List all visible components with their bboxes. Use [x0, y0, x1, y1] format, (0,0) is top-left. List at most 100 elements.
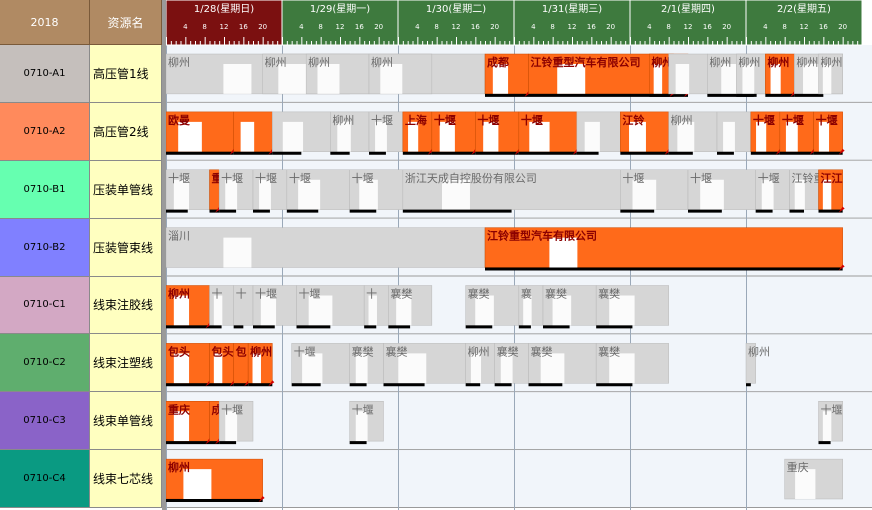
- resource-code-cell[interactable]: 0710-C2: [0, 334, 90, 393]
- task-bar[interactable]: 包头: [209, 343, 236, 387]
- task-bar[interactable]: 十堰: [818, 401, 843, 445]
- task-bar[interactable]: 柳州: [247, 343, 275, 387]
- gantt-chart[interactable]: 1/28(星期日) 4 8 12 16 20 1/29(星期一) 4 8 12 16 20 1/30(星…: [166, 0, 872, 510]
- task-bar[interactable]: 十堰: [252, 285, 297, 329]
- task-bar[interactable]: 包头: [166, 343, 212, 387]
- task-bar[interactable]: 柳州: [305, 53, 370, 95]
- task-bar[interactable]: 柳州: [465, 343, 495, 387]
- resource-name-cell[interactable]: 高压管2线: [90, 102, 162, 161]
- task-bar[interactable]: 柳州: [765, 53, 797, 97]
- task-bar[interactable]: 上海: [402, 111, 434, 155]
- task-bar[interactable]: 十堰: [286, 169, 350, 213]
- task-progress-bar: [166, 209, 188, 213]
- resource-name-cell[interactable]: 压装管束线: [90, 218, 162, 277]
- task-bar[interactable]: 襄樊: [542, 285, 597, 329]
- task-bar[interactable]: 十堰: [349, 169, 404, 213]
- resource-code-cell[interactable]: 0710-B1: [0, 160, 90, 219]
- resource-name-cell[interactable]: 线束注胶线: [90, 276, 162, 335]
- task-bar[interactable]: 柳州: [368, 53, 433, 95]
- task-label: 十堰: [352, 171, 374, 185]
- task-bar[interactable]: 柳州: [166, 458, 265, 502]
- resource-name-cell[interactable]: 线束注塑线: [90, 334, 162, 393]
- task-progress-bar: [209, 209, 220, 213]
- task-bar[interactable]: 十堰: [252, 169, 288, 213]
- task-bar[interactable]: 柳州: [818, 53, 843, 95]
- resource-code-cell[interactable]: 0710-C3: [0, 392, 90, 451]
- day-header[interactable]: 1/29(星期一) 4 8 12 16 20: [281, 0, 399, 46]
- task-bar[interactable]: 十堰: [349, 401, 384, 445]
- task-bar[interactable]: [233, 111, 275, 155]
- task-bar[interactable]: 柳州: [736, 53, 771, 97]
- task-bar[interactable]: [576, 111, 621, 155]
- task-bar[interactable]: 包: [233, 343, 251, 387]
- task-bar[interactable]: 十: [363, 285, 389, 329]
- resource-code-cell[interactable]: 0710-B2: [0, 218, 90, 277]
- resource-code-cell[interactable]: 0710-A2: [0, 102, 90, 161]
- task-bar[interactable]: 十堰: [687, 169, 756, 213]
- task-bar[interactable]: 成都: [484, 53, 531, 97]
- resource-name-cell[interactable]: 线束七芯线: [90, 450, 162, 508]
- splitter-handle[interactable]: [162, 0, 166, 510]
- resource-code-cell[interactable]: 0710-A1: [0, 45, 90, 103]
- task-bar[interactable]: 柳州: [668, 111, 718, 155]
- task-bar[interactable]: 十堰: [620, 169, 689, 213]
- task-bar[interactable]: 十堰: [813, 111, 845, 155]
- task-bar[interactable]: 襄樊: [465, 285, 520, 329]
- task-bar[interactable]: 十: [233, 285, 254, 329]
- task-bar[interactable]: 江铃重: [789, 169, 825, 213]
- resource-name-cell[interactable]: 压装单管线: [90, 160, 162, 219]
- task-progress-bar: [543, 325, 570, 329]
- task-bar[interactable]: 襄樊: [349, 343, 384, 387]
- hour-tick-label: 4: [531, 23, 536, 31]
- task-bar[interactable]: 十堰: [518, 111, 579, 155]
- task-bar[interactable]: 襄樊: [494, 343, 529, 387]
- task-bar[interactable]: 襄樊: [528, 343, 597, 387]
- task-bar[interactable]: 十堰: [779, 111, 816, 155]
- task-bar[interactable]: 十堰: [296, 285, 365, 329]
- task-bar[interactable]: 十堰: [755, 169, 790, 213]
- resource-name-cell[interactable]: 线束单管线: [90, 392, 162, 451]
- task-bar[interactable]: 柳州: [649, 53, 676, 97]
- task-bar[interactable]: [668, 53, 708, 95]
- task-bar[interactable]: 重庆: [166, 401, 212, 445]
- task-bar[interactable]: 襄: [518, 285, 544, 329]
- day-header[interactable]: 2/1(星期四) 4 8 12 16 20: [629, 0, 747, 46]
- task-bar[interactable]: 江铃: [620, 111, 671, 155]
- task-bar[interactable]: 十堰: [218, 169, 254, 213]
- task-bar[interactable]: 十: [209, 285, 234, 329]
- task-bar[interactable]: 柳州: [330, 111, 370, 155]
- task-bar[interactable]: 十堰: [750, 111, 782, 155]
- task-bar[interactable]: 襄樊: [383, 343, 466, 387]
- task-bar[interactable]: 重庆: [784, 458, 843, 500]
- task-bar[interactable]: [716, 111, 752, 155]
- task-bar[interactable]: 十堰: [218, 401, 254, 445]
- task-bar[interactable]: 江江: [818, 169, 845, 213]
- day-header[interactable]: 2/2(星期五) 4 8 12 16 20: [745, 0, 863, 46]
- resource-name-cell[interactable]: 高压管1线: [90, 45, 162, 103]
- resource-code-cell[interactable]: 0710-C1: [0, 276, 90, 335]
- task-bar[interactable]: 柳州: [166, 285, 212, 329]
- task-bar-window: [282, 121, 304, 152]
- task-bar[interactable]: 襄樊: [388, 285, 433, 329]
- task-bar[interactable]: 十堰: [475, 111, 521, 155]
- task-bar[interactable]: 欧曼: [166, 111, 236, 155]
- resource-code-cell[interactable]: 0710-C4: [0, 450, 90, 508]
- task-bar[interactable]: 十堰: [368, 111, 404, 155]
- task-bar[interactable]: 十堰: [291, 343, 350, 387]
- task-label: 江铃: [622, 113, 644, 127]
- task-bar[interactable]: 淄川: [166, 227, 486, 268]
- task-bar[interactable]: [272, 111, 331, 155]
- task-bar[interactable]: 柳州: [745, 343, 770, 387]
- task-bar[interactable]: 浙江天成自控股份有限公司: [402, 169, 621, 213]
- day-header[interactable]: 1/28(星期日) 4 8 12 16 20: [166, 0, 283, 46]
- task-bar[interactable]: 江铃重型汽车有限公司: [484, 227, 845, 271]
- day-header[interactable]: 1/31(星期三) 4 8 12 16 20: [513, 0, 631, 46]
- hour-tick-label: 12: [336, 23, 345, 31]
- task-bar-window: [223, 237, 252, 268]
- task-bar[interactable]: 十堰: [166, 169, 210, 213]
- day-header[interactable]: 1/30(星期二) 4 8 12 16 20: [397, 0, 515, 46]
- task-bar[interactable]: 十堰: [431, 111, 478, 155]
- task-bar[interactable]: 襄樊: [595, 285, 669, 329]
- gantt-canvas[interactable]: 1/28(星期日)4 8 12 16 201/29(星期一)4 8 12 16 201/30(星…: [166, 0, 872, 510]
- task-bar[interactable]: 襄樊: [595, 343, 669, 387]
